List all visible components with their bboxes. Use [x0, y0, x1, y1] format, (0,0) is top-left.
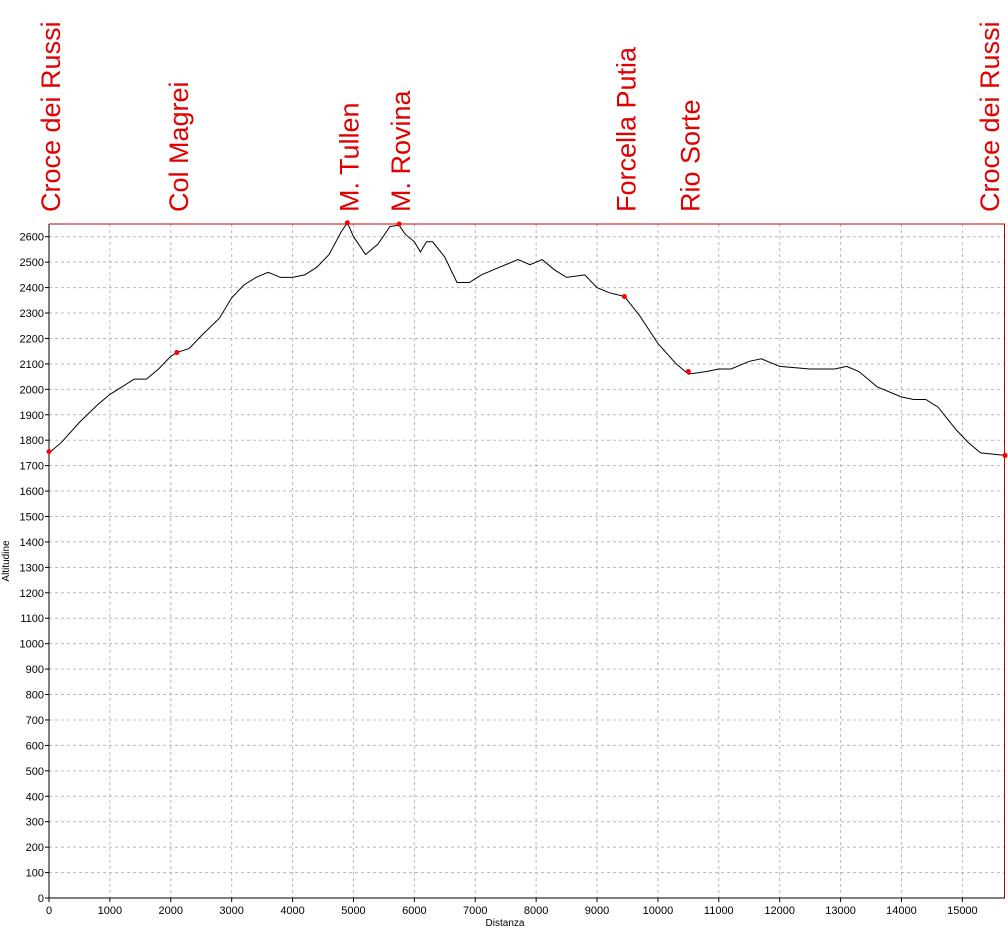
x-tick-label: 12000	[764, 905, 795, 917]
x-tick-label: 5000	[341, 905, 365, 917]
y-tick-label: 500	[26, 766, 44, 778]
y-tick-label: 2200	[20, 333, 44, 345]
x-tick-label: 13000	[825, 905, 856, 917]
y-tick-label: 2000	[20, 384, 44, 396]
y-tick-label: 2500	[20, 257, 44, 269]
x-tick-label: 8000	[524, 905, 548, 917]
y-tick-label: 1700	[20, 461, 44, 473]
x-tick-label: 11000	[704, 905, 734, 917]
y-tick-label: 2600	[20, 232, 44, 244]
x-tick-label: 10000	[643, 905, 674, 917]
y-tick-label: 1800	[20, 435, 44, 447]
x-tick-label: 15000	[947, 905, 978, 917]
x-tick-label: 1000	[98, 905, 122, 917]
y-tick-label: 400	[26, 791, 44, 803]
y-tick-label: 1300	[20, 562, 44, 574]
waypoint-label: M. Rovina	[386, 89, 416, 212]
waypoint-marker	[1002, 452, 1008, 458]
waypoint-label: Forcella Putia	[611, 46, 641, 212]
waypoint-marker	[344, 220, 350, 226]
x-tick-label: 3000	[219, 905, 243, 917]
x-tick-label: 4000	[280, 905, 304, 917]
x-tick-label: 7000	[463, 905, 487, 917]
y-tick-label: 1100	[20, 613, 44, 625]
y-tick-label: 700	[26, 715, 44, 727]
y-tick-label: 600	[26, 740, 44, 752]
waypoint-label: Croce dei Russi	[975, 21, 1005, 212]
x-tick-label: 6000	[402, 905, 426, 917]
waypoint-label: Croce dei Russi	[36, 21, 66, 212]
x-axis-title: Distanza	[486, 918, 525, 929]
waypoint-label: M. Tullen	[334, 102, 364, 212]
y-tick-label: 1200	[20, 588, 44, 600]
x-tick-label: 14000	[886, 905, 917, 917]
waypoint-marker	[396, 221, 402, 227]
waypoint-marker	[685, 369, 691, 375]
y-tick-label: 2300	[20, 308, 44, 320]
waypoint-marker	[174, 349, 180, 355]
y-tick-label: 1500	[20, 511, 44, 523]
x-tick-label: 0	[46, 905, 52, 917]
waypoint-marker	[46, 449, 52, 455]
y-tick-label: 300	[26, 817, 44, 829]
y-tick-label: 2400	[20, 283, 44, 295]
y-tick-label: 800	[26, 690, 44, 702]
y-tick-label: 1900	[20, 410, 44, 422]
waypoint-marker	[621, 293, 627, 299]
waypoint-label: Col Magrei	[164, 81, 194, 212]
x-tick-label: 2000	[159, 905, 183, 917]
y-tick-label: 100	[26, 868, 44, 880]
waypoint-label: Rio Sorte	[675, 99, 705, 212]
y-tick-label: 2100	[20, 359, 44, 371]
y-tick-label: 1000	[20, 639, 44, 651]
y-tick-label: 1600	[20, 486, 44, 498]
y-tick-label: 200	[26, 842, 44, 854]
elevation-line	[48, 221, 1006, 456]
y-tick-label: 900	[26, 664, 44, 676]
y-tick-label: 0	[38, 893, 44, 905]
x-tick-label: 9000	[585, 905, 609, 917]
y-tick-label: 1400	[20, 537, 44, 549]
y-axis-title: Altitudine	[1, 540, 12, 582]
